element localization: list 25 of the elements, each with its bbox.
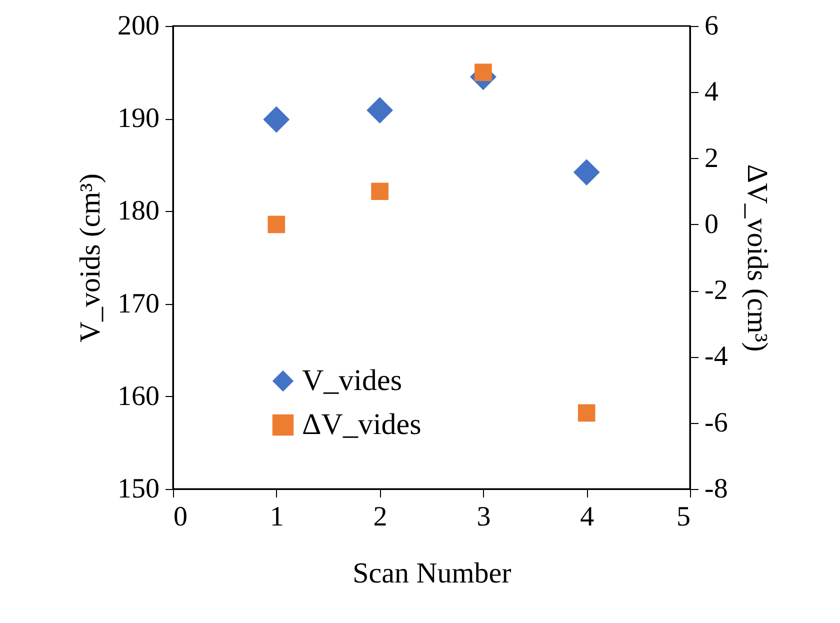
- y2-tick-label: 0: [704, 208, 718, 240]
- y2-tick-label: 6: [704, 10, 718, 42]
- y-axis-title: V_voids (cm³): [74, 174, 106, 342]
- x-tick-label: 4: [580, 502, 594, 532]
- y2-tick-label: -8: [704, 474, 728, 504]
- y-tick-label: 150: [118, 474, 160, 504]
- x-tick-label: 2: [373, 502, 388, 532]
- y2-tick-label: 2: [704, 142, 718, 174]
- x-tick-label: 3: [476, 502, 491, 532]
- x-tick-label: 5: [676, 502, 690, 532]
- legend-label: ΔV_vides: [302, 408, 422, 441]
- x-tick-label: 1: [270, 502, 284, 532]
- y2-tick-label: -2: [704, 275, 728, 306]
- y2-tick-label: -4: [704, 341, 728, 372]
- y-tick-label: 180: [118, 196, 160, 227]
- y-tick-label: 200: [118, 10, 160, 42]
- y2-tick-label: 4: [704, 76, 718, 108]
- y-tick-label: 170: [118, 288, 160, 320]
- legend-label: V_vides: [302, 364, 402, 397]
- y2-axis-title: ΔV_voids (cm³): [740, 164, 773, 352]
- x-axis-title: Scan Number: [352, 558, 512, 590]
- x-tick-label: 0: [174, 502, 188, 532]
- y-tick-label: 160: [118, 380, 160, 412]
- y-tick-label: 190: [118, 103, 160, 134]
- y2-tick-label: -6: [704, 407, 728, 438]
